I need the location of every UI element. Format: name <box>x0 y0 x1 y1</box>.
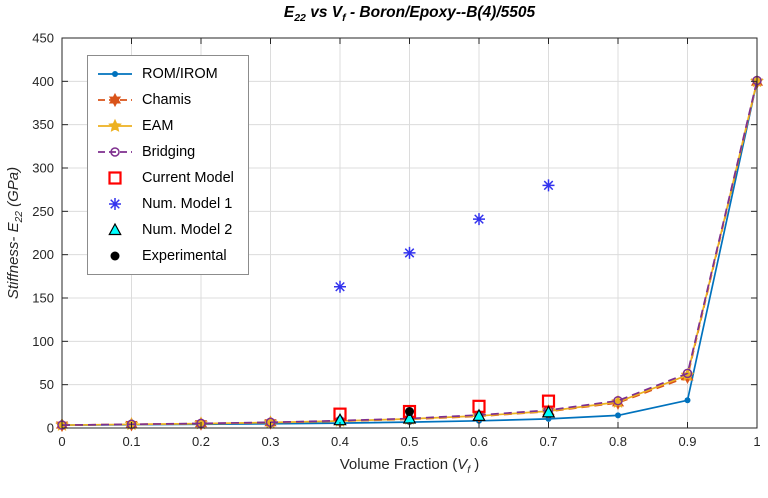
num-model-1-marker-icon <box>109 198 121 210</box>
hexagram-marker <box>108 92 122 108</box>
y-tick-label: 100 <box>32 334 54 349</box>
eam-marker-icon <box>98 118 132 132</box>
asterisk-marker <box>542 179 555 192</box>
legend-label: EAM <box>142 118 174 134</box>
x-tick-label: 0.7 <box>539 434 557 449</box>
y-tick-label: 450 <box>32 31 54 46</box>
x-tick-label: 0.1 <box>122 434 140 449</box>
asterisk-marker <box>473 213 485 226</box>
x-tick-label: 0.6 <box>470 434 488 449</box>
chamis-marker-icon <box>98 92 132 108</box>
legend-sample <box>108 171 122 185</box>
legend-label: Num. Model 2 <box>142 222 233 238</box>
y-tick-label: 350 <box>32 117 54 132</box>
title-segment: f <box>342 12 346 25</box>
legend-sample <box>109 198 121 210</box>
legend-label: Bridging <box>142 144 196 160</box>
num-model-2-marker-icon <box>108 222 122 236</box>
legend-sample <box>98 118 132 132</box>
y-tick-label: 400 <box>32 74 54 89</box>
x-tick-label: 0 <box>58 434 65 449</box>
x-tick-label: 0.3 <box>261 434 279 449</box>
square-marker <box>108 171 122 185</box>
legend-label: ROM/IROM <box>142 66 218 82</box>
experimental-marker-icon <box>110 251 120 261</box>
triangle-marker <box>108 222 122 236</box>
x-tick-label: 0.2 <box>192 434 210 449</box>
legend-item-rom-irom[interactable]: ROM/IROM <box>96 61 234 87</box>
x-axis-label: Volume Fraction (Vf ) <box>62 456 757 476</box>
legend-item-chamis[interactable]: Chamis <box>96 87 234 113</box>
title-segment: 22 <box>294 12 306 25</box>
legend-item-experimental[interactable]: Experimental <box>96 243 234 269</box>
ylabel-segment: (GPa) <box>5 166 22 212</box>
x-tick-label: 0.8 <box>609 434 627 449</box>
rom-irom-marker-icon <box>98 71 132 77</box>
title-segment: - Boron/Epoxy--B(4)/5505 <box>345 4 536 21</box>
y-tick-label: 300 <box>32 161 54 176</box>
series-experimental <box>405 407 414 417</box>
legend-label: Chamis <box>142 92 192 108</box>
legend-sample <box>110 251 120 261</box>
legend-label: Current Model <box>142 170 234 186</box>
y-tick-label: 150 <box>32 291 54 306</box>
asterisk-marker <box>403 246 416 259</box>
legend-label: Num. Model 1 <box>142 196 233 212</box>
dot-marker <box>615 412 621 419</box>
pentagram-marker <box>108 118 122 132</box>
legend-item-num-model-1[interactable]: Num. Model 1 <box>96 191 234 217</box>
y-tick-label: 250 <box>32 204 54 219</box>
x-tick-label: 0.9 <box>678 434 696 449</box>
title-segment: V <box>331 4 343 21</box>
legend-sample <box>108 222 122 236</box>
dot-marker <box>684 397 691 404</box>
legend-item-current-model[interactable]: Current Model <box>96 165 234 191</box>
x-tick-label: 0.5 <box>400 434 418 449</box>
legend-sample <box>98 147 132 157</box>
legend-item-eam[interactable]: EAM <box>96 113 234 139</box>
circle-marker <box>682 368 693 379</box>
legend-sample <box>98 92 132 108</box>
title-segment: vs <box>305 4 332 21</box>
asterisk-marker <box>109 198 121 210</box>
legend-sample <box>98 71 132 77</box>
xlabel-segment: Volume Fraction ( <box>339 456 458 473</box>
y-tick-label: 50 <box>40 377 54 392</box>
legend-item-bridging[interactable]: Bridging <box>96 139 234 165</box>
xlabel-segment: ) <box>470 456 480 473</box>
series-num-model-1 <box>334 179 555 293</box>
bridging-marker-icon <box>98 147 132 157</box>
legend[interactable]: ROM/IROM Chamis EAM Bridging Current Model Nu… <box>87 55 249 275</box>
legend-label: Experimental <box>142 248 227 264</box>
x-tick-label: 1 <box>753 434 760 449</box>
x-tick-label: 0.4 <box>331 434 349 449</box>
triangle-marker <box>541 405 556 418</box>
dot-marker <box>110 251 120 261</box>
ylabel-segment: E <box>5 222 22 233</box>
y-tick-label: 0 <box>47 421 54 436</box>
xlabel-segment: f <box>467 465 471 476</box>
asterisk-marker <box>334 280 346 293</box>
axes: 0 0.1 0.2 0.3 0.4 0.5 0.6 0.7 0.8 0.9 1 0 50 100 150 20… <box>32 31 760 450</box>
title-segment: E <box>283 4 295 21</box>
chart-title: E22 vs Vf - Boron/Epoxy--B(4)/5505 <box>62 4 757 24</box>
circle-marker <box>110 147 120 157</box>
ylabel-segment: Stiffness- <box>5 232 22 300</box>
dot-marker <box>112 71 118 77</box>
triangle-marker <box>472 408 486 421</box>
xlabel-segment: V <box>457 456 468 473</box>
y-tick-label: 200 <box>32 247 54 262</box>
dot-marker <box>405 407 414 417</box>
ylabel-segment: 22 <box>14 211 25 223</box>
current-model-marker-icon <box>108 171 122 185</box>
legend-item-num-model-2[interactable]: Num. Model 2 <box>96 217 234 243</box>
circle-marker <box>613 395 623 406</box>
y-axis-label: Stiffness- E22 (GPa) <box>5 167 25 299</box>
